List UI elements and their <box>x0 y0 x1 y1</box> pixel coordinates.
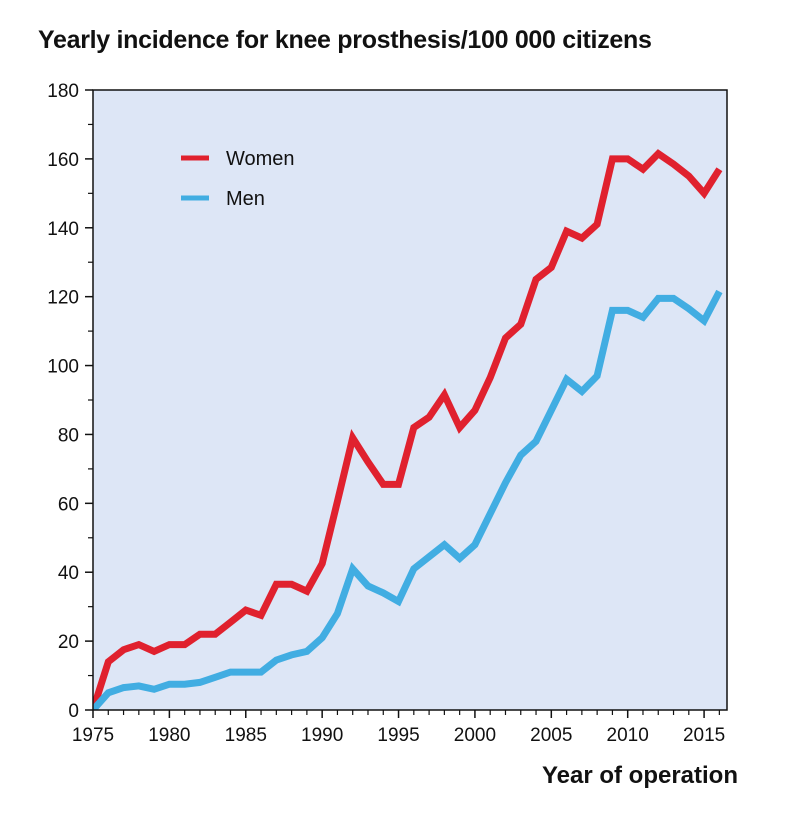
y-tick-label: 40 <box>58 563 79 584</box>
x-tick-label: 2000 <box>454 725 496 746</box>
y-tick-label: 160 <box>47 150 79 171</box>
x-tick-label: 2015 <box>683 725 725 746</box>
x-tick-label: 1985 <box>225 725 267 746</box>
chart-title: Yearly incidence for knee prosthesis/100… <box>38 26 652 54</box>
x-tick-label: 1975 <box>72 725 114 746</box>
y-tick-label: 100 <box>47 357 79 378</box>
y-tick-label: 120 <box>47 288 79 309</box>
x-tick-label: 1990 <box>301 725 343 746</box>
legend-label-men: Men <box>226 188 265 210</box>
y-tick-label: 0 <box>68 701 79 722</box>
y-tick-label: 140 <box>47 219 79 240</box>
y-tick-label: 180 <box>47 81 79 102</box>
x-tick-label: 1995 <box>377 725 419 746</box>
y-tick-label: 20 <box>58 632 79 653</box>
plot-area <box>93 90 727 710</box>
x-axis-title: Year of operation <box>542 762 738 789</box>
x-tick-label: 2005 <box>530 725 572 746</box>
legend-label-women: Women <box>226 148 295 170</box>
x-tick-label: 2010 <box>607 725 649 746</box>
y-tick-label: 60 <box>58 494 79 515</box>
series-line-women <box>93 149 723 710</box>
x-tick-label: 1980 <box>148 725 190 746</box>
series-line-men <box>93 289 723 710</box>
y-tick-label: 80 <box>58 425 79 446</box>
